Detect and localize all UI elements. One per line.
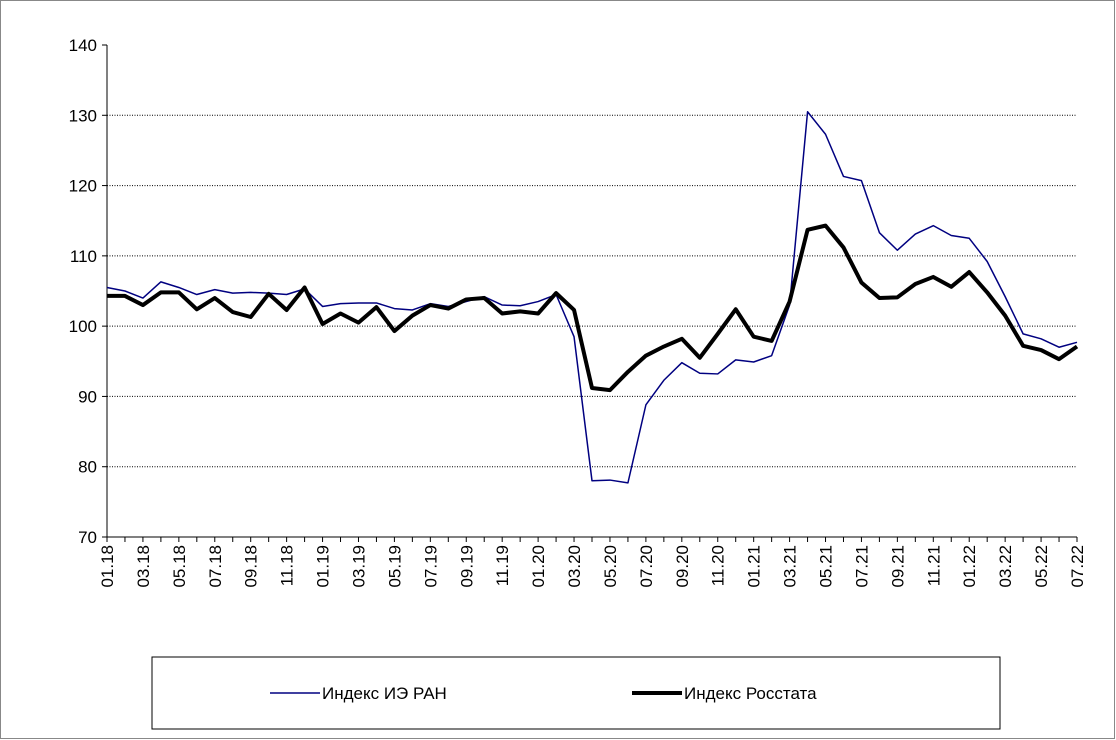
- x-tick-label: 05.21: [817, 545, 836, 588]
- x-tick-label: 07.22: [1068, 545, 1087, 588]
- y-tick-label: 130: [69, 106, 97, 125]
- y-tick-label: 140: [69, 36, 97, 55]
- y-tick-label: 80: [78, 458, 97, 477]
- x-tick-label: 07.19: [421, 545, 440, 588]
- y-tick-label: 70: [78, 528, 97, 547]
- legend-label: Индекс ИЭ РАН: [322, 684, 447, 703]
- x-tick-label: 05.20: [601, 545, 620, 588]
- y-tick-label: 90: [78, 387, 97, 406]
- x-tick-label: 01.19: [314, 545, 333, 588]
- x-tick-label: 03.21: [781, 545, 800, 588]
- x-tick-label: 11.19: [493, 545, 512, 586]
- x-tick-label: 07.20: [637, 545, 656, 588]
- x-tick-label: 01.18: [98, 545, 117, 588]
- x-tick-label: 11.18: [278, 545, 297, 586]
- y-tick-label: 110: [70, 247, 97, 266]
- x-tick-label: 11.20: [709, 545, 728, 586]
- x-tick-label: 01.21: [745, 545, 764, 588]
- x-tick-label: 11.21: [924, 545, 943, 586]
- x-tick-label: 07.18: [206, 545, 225, 588]
- x-tick-label: 03.18: [134, 545, 153, 588]
- series-line: [107, 223, 1079, 393]
- y-tick-label: 120: [69, 177, 97, 196]
- x-tick-label: 09.21: [888, 545, 907, 588]
- y-tick-label: 100: [69, 317, 97, 336]
- x-tick-label: 01.22: [960, 545, 979, 588]
- x-tick-label: 07.21: [852, 545, 871, 588]
- x-tick-label: 05.19: [385, 545, 404, 588]
- x-tick-label: 05.18: [170, 545, 189, 588]
- x-tick-label: 09.20: [673, 545, 692, 588]
- x-tick-label: 09.19: [457, 545, 476, 588]
- legend-label: Индекс Росстата: [684, 684, 817, 703]
- x-tick-label: 03.19: [349, 545, 368, 588]
- x-tick-label: 01.20: [529, 545, 548, 588]
- x-tick-label: 03.22: [996, 545, 1015, 588]
- x-tick-label: 05.22: [1032, 545, 1051, 588]
- x-tick-label: 09.18: [242, 545, 261, 588]
- x-tick-label: 03.20: [565, 545, 584, 588]
